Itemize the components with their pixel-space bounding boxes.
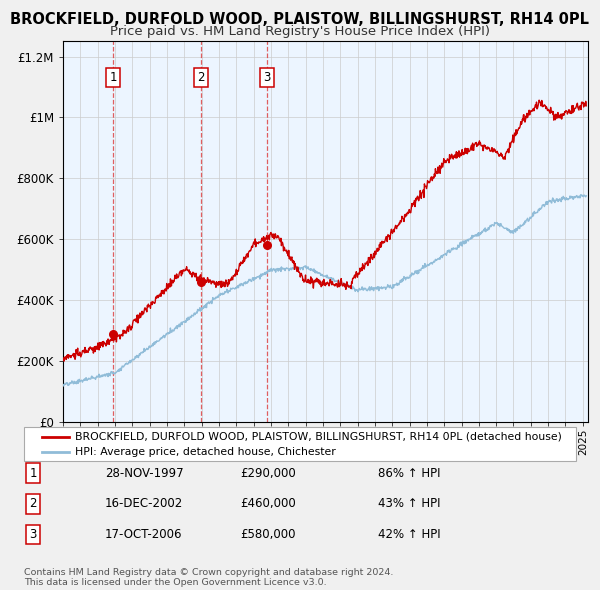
Bar (63, 41, 113, 422)
Text: £460,000: £460,000 (240, 497, 296, 510)
Text: Price paid vs. HM Land Registry's House Price Index (HPI): Price paid vs. HM Land Registry's House … (110, 25, 490, 38)
Text: 43% ↑ HPI: 43% ↑ HPI (378, 497, 440, 510)
Bar (201, 41, 267, 422)
Text: 3: 3 (263, 71, 271, 84)
Bar (267, 41, 588, 422)
Text: 3: 3 (29, 528, 37, 541)
Text: HPI: Average price, detached house, Chichester: HPI: Average price, detached house, Chic… (75, 447, 336, 457)
Text: 17-OCT-2006: 17-OCT-2006 (105, 528, 182, 541)
Text: 28-NOV-1997: 28-NOV-1997 (105, 467, 184, 480)
Text: 1: 1 (110, 71, 117, 84)
Text: 2: 2 (29, 497, 37, 510)
Text: BROCKFIELD, DURFOLD WOOD, PLAISTOW, BILLINGSHURST, RH14 0PL (detached house): BROCKFIELD, DURFOLD WOOD, PLAISTOW, BILL… (75, 432, 562, 442)
Text: 42% ↑ HPI: 42% ↑ HPI (378, 528, 440, 541)
Text: £580,000: £580,000 (240, 528, 296, 541)
Text: 86% ↑ HPI: 86% ↑ HPI (378, 467, 440, 480)
Text: BROCKFIELD, DURFOLD WOOD, PLAISTOW, BILLINGSHURST, RH14 0PL: BROCKFIELD, DURFOLD WOOD, PLAISTOW, BILL… (11, 12, 589, 27)
Text: 1: 1 (29, 467, 37, 480)
Bar (113, 41, 201, 422)
Text: 2: 2 (197, 71, 205, 84)
Text: £290,000: £290,000 (240, 467, 296, 480)
Text: 16-DEC-2002: 16-DEC-2002 (105, 497, 183, 510)
Text: Contains HM Land Registry data © Crown copyright and database right 2024.
This d: Contains HM Land Registry data © Crown c… (24, 568, 394, 587)
